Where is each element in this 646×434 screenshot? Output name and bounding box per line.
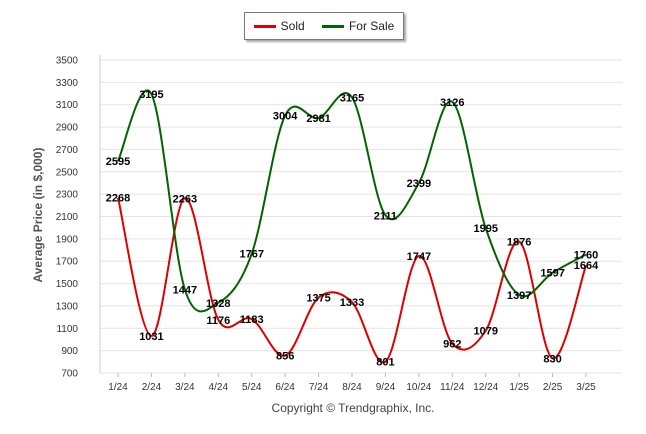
legend-label-for-sale: For Sale [348,19,395,33]
y-tick-label: 2100 [56,212,79,223]
x-tick-label: 4/24 [209,382,229,393]
y-tick-label: 700 [61,369,78,380]
data-label-sold: 1176 [206,315,230,327]
data-label-sold: 1375 [306,293,330,305]
x-tick-label: 2/24 [142,382,162,393]
legend-swatch-sold [253,24,276,28]
data-label-for-sale: 1397 [507,290,531,302]
x-tick-label: 1/25 [509,382,529,393]
data-label-sold: 1664 [574,260,599,272]
data-label-for-sale: 2595 [106,156,130,168]
data-label-for-sale: 1447 [173,284,197,296]
x-tick-label: 6/24 [275,382,295,393]
y-tick-label: 3300 [56,78,79,89]
data-label-sold: 801 [376,357,394,369]
x-tick-label: 5/24 [242,382,262,393]
data-label-sold: 962 [443,339,461,351]
data-label-for-sale: 2981 [306,113,330,125]
data-label-for-sale: 1597 [540,268,564,280]
series-line-sold [117,197,587,364]
y-axis-ticks: 700 900 1100 1300 1500 1700 1900 2100 2300 2500 27… [56,56,79,380]
y-tick-label: 2500 [56,167,79,178]
y-tick-label: 1700 [56,257,79,268]
x-tick-label: 10/24 [406,382,431,393]
data-labels: 2268 1031 2263 1176 1183 856 1375 1333 801 1747 96… [106,89,599,369]
data-label-sold: 1333 [340,297,364,309]
y-tick-label: 900 [61,346,78,357]
series-lines [117,89,587,364]
data-label-sold: 1747 [407,251,431,263]
y-tick-label: 2700 [56,145,79,156]
data-label-for-sale: 1760 [574,250,598,262]
data-label-sold: 2263 [173,193,197,205]
y-axis-label: Average Price (in $,000) [31,148,45,283]
x-tick-label: 1/24 [108,382,128,393]
data-label-for-sale: 1995 [473,223,497,235]
x-axis-ticks: 1/24 2/24 3/24 4/24 5/24 6/24 7/24 8/24 9/24 10/2… [108,373,596,393]
x-tick-label: 3/25 [576,382,596,393]
data-label-for-sale: 3165 [340,92,364,104]
y-tick-label: 2900 [56,123,79,134]
legend-item-sold: Sold [253,19,305,33]
data-label-sold: 2268 [106,193,130,205]
series-line-for-sale [117,89,587,313]
data-label-for-sale: 1328 [206,298,230,310]
x-tick-label: 9/24 [376,382,396,393]
data-label-sold: 1079 [473,326,497,338]
x-tick-label: 12/24 [473,382,498,393]
y-tick-label: 3500 [56,56,79,67]
data-label-sold: 1031 [139,331,163,343]
legend-label-sold: Sold [280,19,305,33]
data-label-for-sale: 3126 [440,97,464,109]
gridlines [100,59,622,374]
x-tick-label: 3/24 [175,382,195,393]
data-label-sold: 856 [276,351,294,363]
data-label-for-sale: 3195 [139,89,163,101]
data-label-for-sale: 2111 [374,210,397,222]
data-label-for-sale: 3004 [273,110,298,122]
legend-swatch-for-sale [321,24,344,28]
y-tick-label: 1100 [56,324,78,335]
x-tick-label: 11/24 [440,382,465,393]
x-tick-label: 8/24 [342,382,362,393]
y-tick-label: 3100 [56,100,79,111]
x-tick-label: 2/25 [543,382,563,393]
data-label-for-sale: 2399 [407,178,431,190]
y-tick-label: 1500 [56,279,79,290]
data-label-sold: 1876 [507,237,531,249]
data-label-sold: 830 [543,353,561,365]
x-tick-label: 7/24 [309,382,329,393]
y-tick-label: 1300 [56,301,79,312]
copyright-footer: Copyright © Trendgraphix, Inc. [272,401,435,415]
chart-legend: Sold For Sale [244,12,404,40]
data-label-sold: 1183 [240,314,264,326]
y-tick-label: 1900 [56,234,79,245]
data-label-for-sale: 1767 [239,249,263,261]
y-tick-label: 2300 [56,190,79,201]
legend-item-for-sale: For Sale [321,19,395,33]
